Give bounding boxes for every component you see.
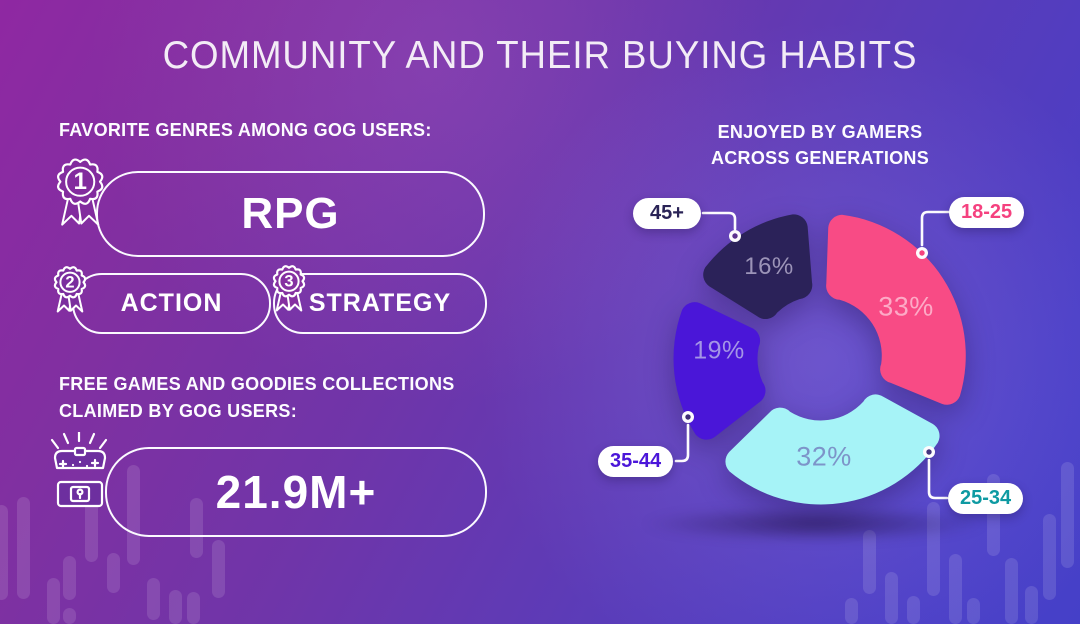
chart-heading-line1: ENJOYED BY GAMERS [717, 122, 923, 142]
age-label-45plus: 45+ [633, 198, 701, 229]
rank-1-rosette-icon: 1 [45, 152, 115, 249]
equalizer-bar-decoration [1005, 558, 1018, 624]
age-label-25-34: 25-34 [948, 483, 1024, 514]
donut-segment-25-34 [725, 394, 940, 505]
equalizer-bar-decoration [63, 556, 76, 600]
claims-heading-line1: FREE GAMES AND GOODIES COLLECTIONS [59, 374, 455, 394]
equalizer-bar-decoration [169, 590, 182, 624]
age-label-35-44: 35-44 [598, 446, 674, 477]
equalizer-bar-decoration [1061, 462, 1074, 568]
equalizer-bar-decoration [0, 505, 8, 600]
equalizer-bar-decoration [863, 530, 876, 594]
age-label-18-25: 18-25 [949, 197, 1025, 228]
genre-label-rpg: RPG [241, 189, 340, 238]
equalizer-bar-decoration [885, 572, 898, 624]
page-title: COMMUNITY AND THEIR BUYING HABITS [162, 34, 918, 77]
equalizer-bar-decoration [907, 596, 920, 624]
donut-segment-45+ [703, 214, 813, 320]
genre-pill-action: ACTION [72, 273, 271, 334]
segment-value-35-44: 19% [693, 336, 745, 365]
segment-value-45plus: 16% [744, 253, 794, 280]
donut-chart-shadow [635, 505, 995, 543]
equalizer-bar-decoration [107, 553, 120, 593]
equalizer-bar-decoration [212, 540, 225, 598]
claims-count-pill: 21.9M+ [105, 447, 487, 537]
equalizer-bar-decoration [1043, 514, 1056, 600]
equalizer-bar-decoration [147, 578, 160, 620]
genre-pill-strategy: STRATEGY [273, 273, 487, 334]
chart-heading-line2: ACROSS GENERATIONS [710, 148, 930, 168]
age-donut-chart [673, 214, 966, 505]
donut-segment-35-44 [673, 302, 766, 440]
equalizer-bar-decoration [63, 608, 76, 624]
svg-text:1: 1 [73, 168, 86, 195]
genre-label-strategy: STRATEGY [308, 289, 452, 317]
segment-value-18-25: 33% [878, 291, 934, 322]
svg-text:3: 3 [284, 272, 293, 290]
svg-text:2: 2 [65, 273, 74, 291]
equalizer-bar-decoration [47, 578, 60, 624]
genre-label-action: ACTION [120, 289, 223, 317]
genre-pill-rpg: RPG [96, 171, 485, 257]
equalizer-bar-decoration [1025, 586, 1038, 624]
equalizer-bar-decoration [967, 598, 980, 624]
claims-heading-line2: CLAIMED BY GOG USERS: [59, 401, 297, 421]
donut-segment-18-25 [826, 214, 966, 405]
genres-heading: FAVORITE GENRES AMONG GOG USERS: [59, 120, 432, 140]
chart-heading: ENJOYED BY GAMERS ACROSS GENERATIONS [655, 119, 985, 171]
equalizer-bar-decoration [187, 592, 200, 624]
equalizer-bar-decoration [949, 554, 962, 624]
rank-2-rosette-icon: 2 [46, 262, 94, 330]
claims-heading: FREE GAMES AND GOODIES COLLECTIONS CLAIM… [59, 371, 455, 425]
claims-count-value: 21.9M+ [215, 466, 377, 518]
equalizer-bar-decoration [190, 498, 203, 558]
equalizer-bar-decoration [17, 497, 30, 599]
segment-value-25-34: 32% [796, 441, 852, 472]
equalizer-bar-decoration [845, 598, 858, 624]
equalizer-bar-decoration [85, 500, 98, 562]
rank-3-rosette-icon: 3 [265, 261, 313, 329]
treasure-chest-icon [48, 430, 112, 521]
